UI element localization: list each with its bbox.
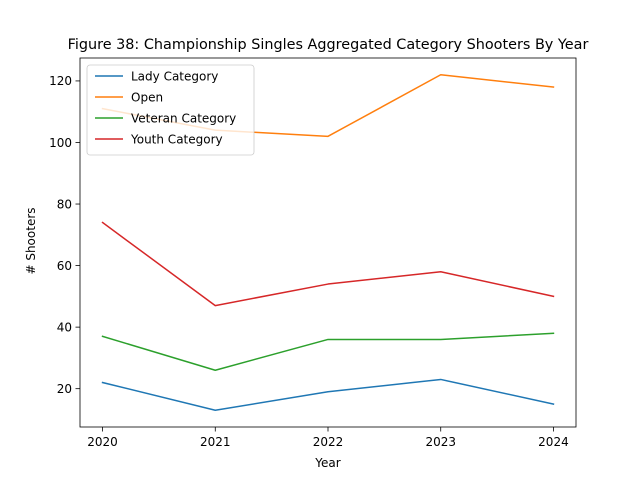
y-tick-label-0: 20	[57, 382, 72, 396]
x-axis-label: Year	[314, 456, 340, 470]
legend-label-3: Youth Category	[130, 132, 223, 146]
legend-label-1: Open	[131, 90, 163, 104]
x-tick-label-3: 2023	[425, 435, 456, 449]
legend-label-2: Veteran Category	[131, 111, 236, 125]
legend-label-0: Lady Category	[131, 69, 218, 83]
y-tick-label-3: 80	[57, 197, 72, 211]
y-tick-label-2: 60	[57, 259, 72, 273]
x-tick-label-1: 2021	[200, 435, 231, 449]
y-tick-label-1: 40	[57, 320, 72, 334]
y-tick-label-4: 100	[49, 136, 72, 150]
x-tick-label-0: 2020	[87, 435, 118, 449]
y-tick-label-5: 120	[49, 74, 72, 88]
y-axis-label: # Shooters	[24, 207, 38, 274]
legend: Lady Category Open Veteran Category Youth C…	[87, 65, 254, 155]
x-tick-label-4: 2024	[538, 435, 569, 449]
chart-title: Figure 38: Championship Singles Aggregat…	[68, 37, 589, 53]
x-tick-label-2: 2022	[313, 435, 344, 449]
